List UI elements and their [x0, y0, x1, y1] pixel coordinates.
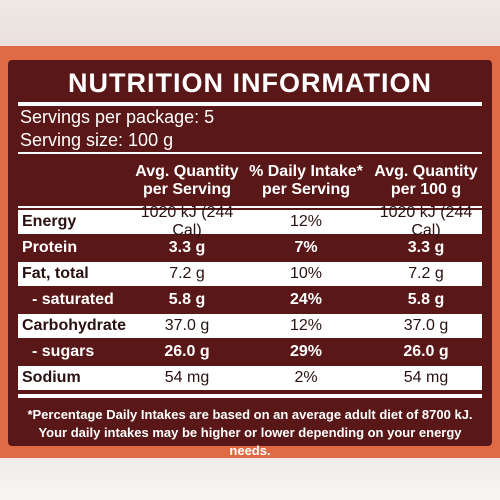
row-label: Sodium [22, 369, 81, 386]
row-per-100g: 1020 kJ (244 Cal) [379, 204, 473, 239]
header-daily-intake: % Daily Intake* per Serving [242, 163, 370, 199]
header-avg-per-serving-line1: Avg. Quantity [135, 163, 239, 180]
title-divider [18, 102, 482, 106]
nutrition-panel: NUTRITION INFORMATION Servings per packa… [8, 60, 492, 458]
nutrition-title: NUTRITION INFORMATION [68, 68, 432, 98]
row-label: Fat, total [22, 265, 89, 282]
row-label: Protein [22, 239, 78, 256]
row-daily-intake: 7% [294, 239, 318, 256]
header-daily-intake-line1: % Daily Intake* [249, 163, 363, 180]
table-row-saturated: - saturated 5.8 g 24% 5.8 g [18, 288, 482, 312]
row-daily-intake: 12% [289, 213, 323, 230]
package-bottom [0, 458, 500, 500]
row-daily-intake: 24% [289, 291, 323, 308]
row-label: - saturated [32, 291, 114, 308]
row-per-serving: 7.2 g [169, 265, 205, 282]
row-label: Energy [22, 213, 77, 230]
info-divider [18, 152, 482, 154]
servings-per-package: Servings per package: 5 [20, 107, 215, 127]
daily-intake-footnote: *Percentage Daily Intakes are based on a… [18, 398, 482, 460]
row-daily-intake: 12% [289, 317, 323, 334]
row-per-100g: 54 mg [403, 369, 449, 386]
row-label: - sugars [32, 343, 95, 360]
header-avg-per-serving: Avg. Quantity per Serving [132, 163, 242, 199]
row-daily-intake: 2% [294, 369, 318, 386]
table-row-fat-total: Fat, total 7.2 g 10% 7.2 g [18, 262, 482, 286]
nutrient-rows: Energy 1020 kJ (244 Cal) 12% 1020 kJ (24… [18, 204, 482, 390]
row-per-100g: 3.3 g [407, 239, 445, 256]
header-divider [18, 206, 482, 208]
table-row-carbohydrate: Carbohydrate 37.0 g 12% 37.0 g [18, 314, 482, 338]
header-daily-intake-line2: per Serving [261, 181, 351, 198]
row-per-100g: 37.0 g [403, 317, 449, 334]
row-per-serving: 5.8 g [168, 291, 206, 308]
row-per-serving: 3.3 g [168, 239, 206, 256]
row-label: Carbohydrate [22, 317, 127, 334]
row-per-100g: 5.8 g [407, 291, 445, 308]
row-per-serving: 37.0 g [164, 317, 210, 334]
table-row-sugars: - sugars 26.0 g 29% 26.0 g [18, 340, 482, 364]
row-per-serving: 26.0 g [164, 343, 210, 360]
row-per-serving: 54 mg [164, 369, 210, 386]
nutrition-table: Avg. Quantity per Serving % Daily Intake… [18, 156, 482, 390]
header-avg-per-100g-line2: per 100 g [390, 181, 462, 198]
header-avg-per-serving-line2: per Serving [142, 181, 232, 198]
table-header-row: Avg. Quantity per Serving % Daily Intake… [18, 156, 482, 206]
table-row-energy: Energy 1020 kJ (244 Cal) 12% 1020 kJ (24… [18, 204, 482, 239]
footnote-line-1: *Percentage Daily Intakes are based on a… [27, 407, 473, 422]
serving-size: Serving size: 100 g [20, 130, 174, 150]
footnote-divider [18, 394, 482, 398]
row-daily-intake: 10% [289, 265, 323, 282]
footnote-line-2: Your daily intakes may be higher or lowe… [38, 425, 462, 458]
header-avg-per-100g-line1: Avg. Quantity [374, 163, 478, 180]
row-daily-intake: 29% [289, 343, 323, 360]
row-per-100g: 7.2 g [408, 265, 444, 282]
row-per-100g: 26.0 g [403, 343, 449, 360]
table-row-sodium: Sodium 54 mg 2% 54 mg [18, 366, 482, 390]
header-avg-per-100g: Avg. Quantity per 100 g [370, 163, 482, 199]
table-row-protein: Protein 3.3 g 7% 3.3 g [18, 236, 482, 260]
row-per-serving: 1020 kJ (244 Cal) [140, 204, 234, 239]
